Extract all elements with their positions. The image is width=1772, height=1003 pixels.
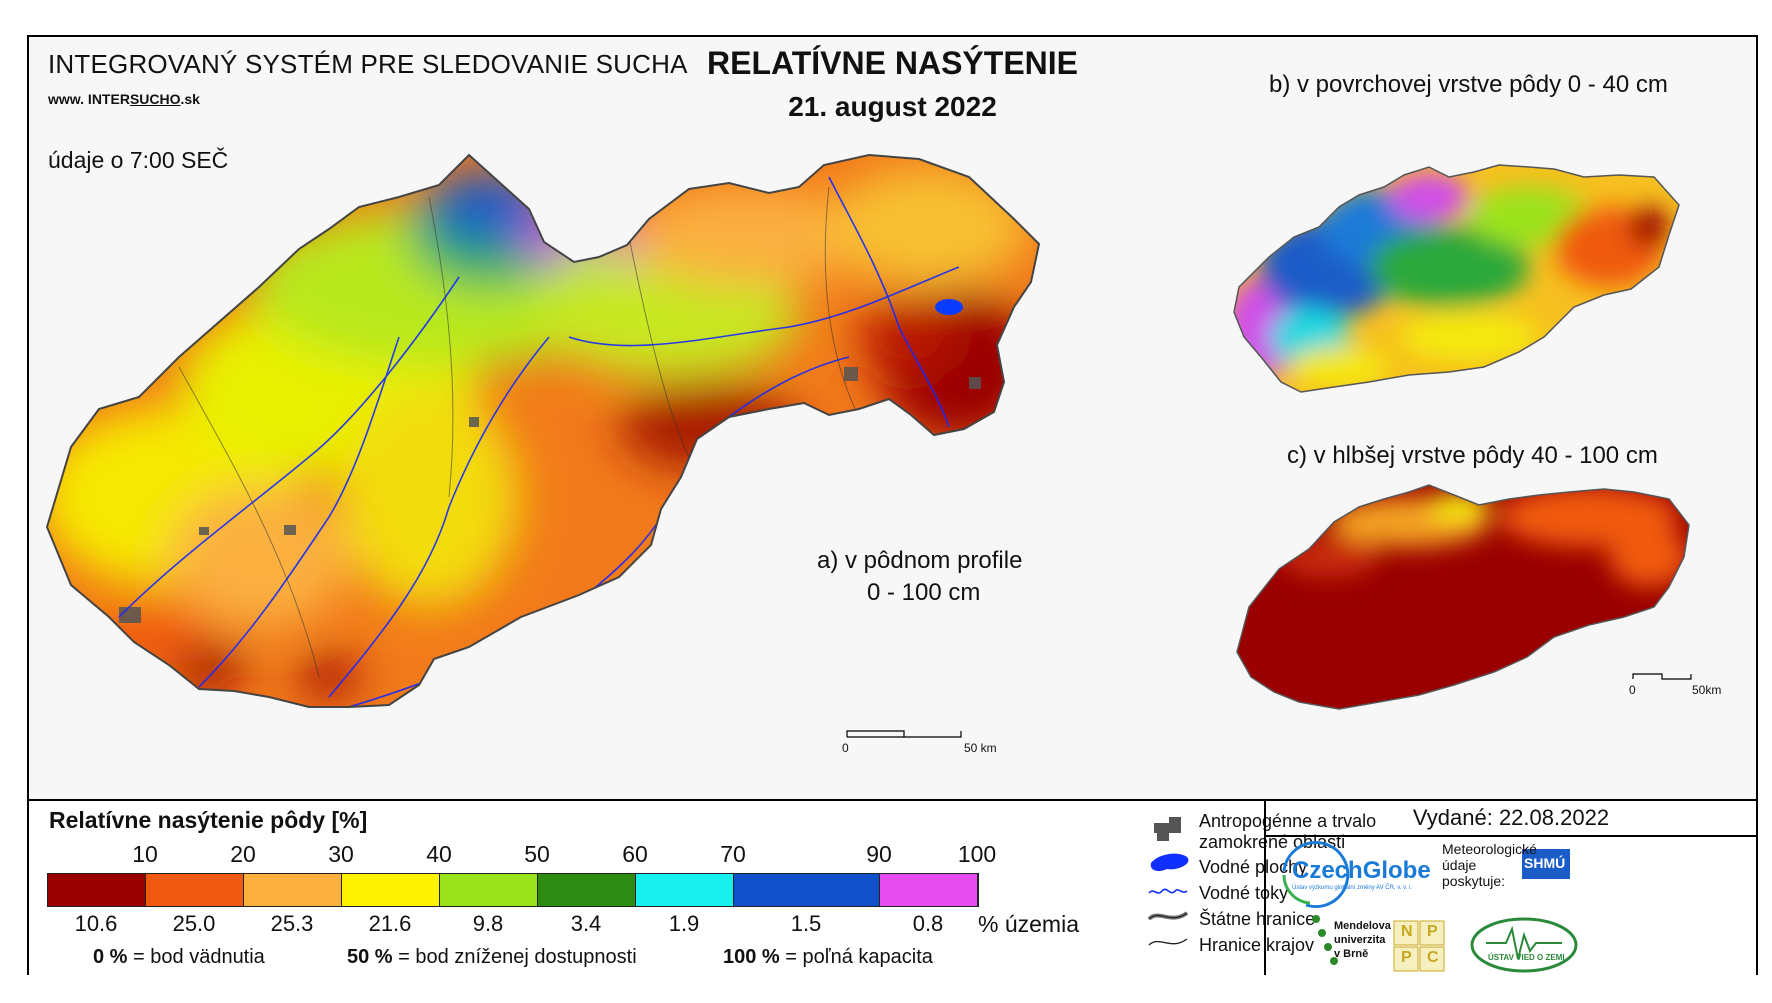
anthropogenic-area-icon <box>1154 817 1181 841</box>
legend-percent-unit: % územia <box>978 911 1079 937</box>
partner-logos: CzechGlobe Ústav výzkumu globální změny … <box>1264 835 1758 975</box>
legend-class-swatch <box>440 874 538 906</box>
page-title: RELATÍVNE NASÝTENIE <box>707 45 1078 81</box>
map-layers <box>45 153 1692 738</box>
system-title: INTEGROVANÝ SYSTÉM PRE SLEDOVANIE SUCHA <box>48 49 688 79</box>
shmu-logo: SHMÚ <box>1524 855 1566 871</box>
region-border-icon <box>1148 938 1188 946</box>
legend-state-border: Štátne hranice <box>1199 909 1316 929</box>
legend-tick: 30 <box>328 841 354 867</box>
map-b-label: b) v povrchovej vrstve pôdy 0 - 40 cm <box>1269 71 1668 98</box>
legend-class-swatch <box>342 874 440 906</box>
legend-class-swatch <box>48 874 146 906</box>
map-b-surface <box>1234 165 1679 392</box>
met-data-provider: Meteorologické údaje poskytuje: <box>1442 841 1537 889</box>
issued-date: Vydané: 22.08.2022 <box>1264 801 1756 837</box>
legend-class-percent: 21.6 <box>368 911 412 936</box>
legend-class-percent: 9.8 <box>472 911 504 936</box>
map-c-label: c) v hlbšej vrstve pôdy 40 - 100 cm <box>1287 442 1658 469</box>
legend-class-percent: 1.5 <box>790 911 822 936</box>
map-a-scale-zero: 0 <box>842 741 849 755</box>
map-c-scale-label: 50km <box>1692 683 1722 697</box>
map-a-border <box>45 153 1041 708</box>
map-b-border <box>1233 164 1680 393</box>
map-a-scale-bar <box>846 730 962 738</box>
nppc-logo-n: N <box>1401 923 1413 940</box>
legend-note-capacity: 100 % = poľná kapacita <box>723 946 933 968</box>
legend-class-swatch <box>734 874 880 906</box>
water-stream-icon <box>1148 888 1188 894</box>
legend-tick: 10 <box>132 841 158 867</box>
legend-tick: 90 <box>866 841 892 867</box>
legend-symbols <box>1147 817 1189 946</box>
map-a-scale-label: 50 km <box>964 741 997 755</box>
nppc-logo-p2: P <box>1401 949 1412 966</box>
nppc-logo-p1: P <box>1427 923 1438 940</box>
legend-water-areas: Vodné plochy <box>1199 857 1308 877</box>
map-a-depth: 0 - 100 cm <box>867 579 981 606</box>
legend-tick: 70 <box>720 841 746 867</box>
website-url[interactable]: www. INTERSUCHO.sk <box>48 91 200 107</box>
figure-frame: INTEGROVANÝ SYSTÉM PRE SLEDOVANIE SUCHA … <box>27 35 1758 975</box>
legend-class-swatch <box>538 874 636 906</box>
data-time: údaje o 7:00 SEČ <box>48 147 229 173</box>
legend-class-swatch <box>244 874 342 906</box>
legend-class-percent: 0.8 <box>912 911 944 936</box>
map-c-border <box>1236 484 1690 710</box>
legend-class-swatch <box>146 874 244 906</box>
legend-note-wilting: 0 % = bod vädnutia <box>93 946 265 968</box>
czechglobe-logo: CzechGlobe <box>1292 857 1431 884</box>
legend-tick: 100 <box>957 841 997 867</box>
map-c-scale-bar <box>1632 673 1692 680</box>
legend-color-bar <box>47 873 979 907</box>
legend-class-percent: 10.6 <box>74 911 118 936</box>
map-a-label: a) v pôdnom profile <box>817 547 1023 574</box>
legend-tick: 50 <box>524 841 550 867</box>
legend-class-percent: 25.0 <box>172 911 216 936</box>
water-area-icon <box>1150 853 1189 871</box>
legend-panel: Relatívne nasýtenie pôdy [%] 10 20 30 40… <box>29 799 1756 975</box>
legend-tick: 20 <box>230 841 256 867</box>
uvz-logo: ÚSTAV VIED O ZEMI <box>1488 953 1565 962</box>
czechglobe-subtitle: Ústav výzkumu globální změny AV ČR, v. v… <box>1292 885 1413 891</box>
legend-class-swatch <box>880 874 978 906</box>
nppc-logo-c: C <box>1427 949 1439 966</box>
legend-title: Relatívne nasýtenie pôdy [%] <box>49 807 368 833</box>
legend-class-percent: 1.9 <box>668 911 700 936</box>
map-date: 21. august 2022 <box>788 91 997 122</box>
legend-note-reduced: 50 % = bod zníženej dostupnosti <box>347 946 637 968</box>
legend-class-percent: 3.4 <box>570 911 602 936</box>
map-c-surface <box>1237 485 1689 709</box>
legend-anthropogenic: Antropogénne a trvalo zamokrené oblasti <box>1199 811 1377 852</box>
legend-class-percent: 25.3 <box>270 911 314 936</box>
map-c-scale-zero: 0 <box>1629 683 1636 697</box>
legend-region-border: Hranice krajov <box>1199 935 1315 955</box>
legend-class-swatch <box>636 874 734 906</box>
map-a-surface <box>47 155 1039 707</box>
map-area: INTEGROVANÝ SYSTÉM PRE SLEDOVANIE SUCHA … <box>29 37 1756 797</box>
legend-tick: 40 <box>426 841 452 867</box>
mendel-logo: Mendelova univerzita v Brně <box>1334 920 1391 960</box>
legend-tick: 60 <box>622 841 648 867</box>
